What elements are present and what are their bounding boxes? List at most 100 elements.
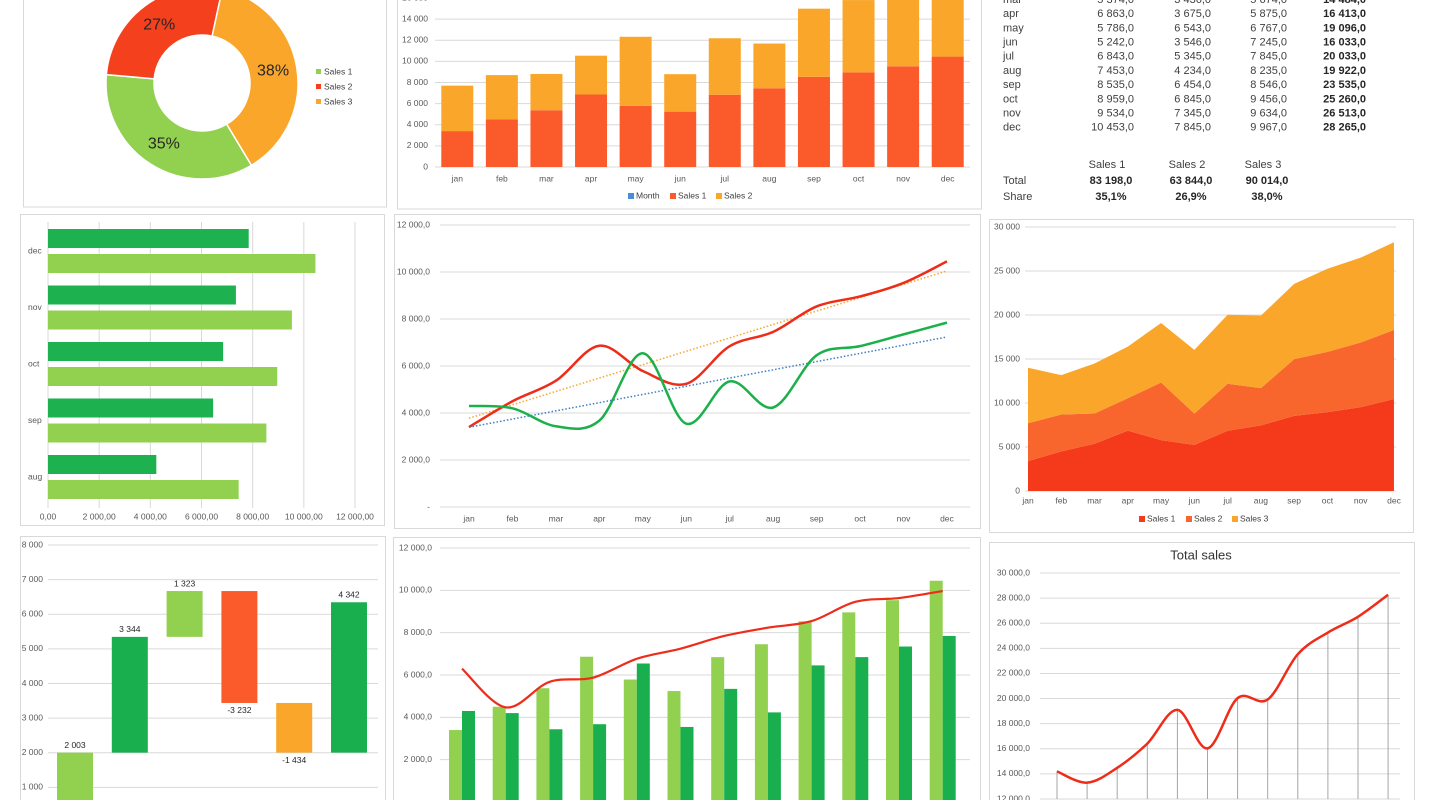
row-label: sep [1003,79,1021,91]
bar [754,644,768,800]
table-cell: 3 546,0 [1174,37,1211,49]
bar [753,88,786,167]
bar [166,591,203,637]
column-header: Sales 2 [1169,159,1206,171]
y-tick-label: 6 000 [407,98,429,108]
data-label: 27% [143,16,175,33]
legend-swatch [670,193,676,199]
legend-label: Sales 3 [1240,513,1269,523]
legend-label: Month [636,190,660,200]
bar [842,0,875,73]
legend-swatch [316,99,321,104]
table-cell: 7 345,0 [1174,108,1211,120]
y-tick-label: 4 000 [22,678,44,688]
table-cell: 5 374,0 [1097,0,1134,6]
bar [593,724,607,800]
y-tick-label: 8 000,0 [404,627,433,637]
x-tick-label: apr [1122,495,1134,505]
bar [842,612,856,800]
x-tick-label: 6 000,00 [185,511,218,521]
bar [505,713,519,800]
bar [580,656,594,800]
table-cell: 19 922,0 [1323,65,1366,77]
y-tick-label: 8 000,0 [402,313,431,323]
data-label: 1 323 [174,578,196,588]
y-tick-label: 20 000 [994,309,1020,319]
table-cell: 8 235,0 [1250,65,1287,77]
bar [708,94,741,167]
legend-label: Sales 1 [1147,513,1176,523]
bar [711,657,725,800]
legend-label: Sales 3 [324,96,353,106]
y-tick-label: 4 000 [407,119,429,129]
bar [111,636,148,753]
y-tick-label: 8 000 [22,539,44,549]
data-label: 4 342 [338,590,360,600]
bar [48,398,214,418]
bar [899,646,912,800]
summary-cell: 38,0% [1251,191,1282,203]
table-cell: 20 033,0 [1323,51,1366,63]
y-tick-label: 4 000,0 [402,407,431,417]
line [461,589,943,709]
table-cell: 14 484,0 [1323,0,1366,6]
data-label: 2 003 [64,740,86,750]
data-label: -3 232 [227,705,251,715]
x-tick-label: nov [896,173,910,183]
column-header: Sales 1 [1089,159,1126,171]
bar [664,111,697,167]
y-tick-label: 6 000,0 [404,669,433,679]
table-cell: 9 456,0 [1250,93,1287,105]
bar [842,72,875,167]
bar [623,679,637,800]
legend-swatch [716,193,722,199]
x-tick-label: sep [810,513,824,523]
bar [855,657,869,800]
data-label: 35% [148,135,180,152]
row-label: may [1003,22,1024,34]
table-cell: 8 959,0 [1097,93,1134,105]
y-tick-label: 10 000,0 [397,266,430,276]
bar [753,43,786,89]
legend-swatch [1232,516,1238,522]
x-tick-label: apr [593,513,605,523]
y-tick-label: 3 000 [22,712,44,722]
bar [619,105,652,167]
row-label: apr [1003,8,1019,20]
bar [485,75,518,120]
y-tick-label: 2 000 [22,747,44,757]
row-label: mar [1003,0,1022,6]
panel [989,542,1415,800]
x-tick-label: sep [1287,495,1301,505]
table-cell: 8 535,0 [1097,79,1134,91]
row-label: jun [1002,37,1018,49]
y-tick-label: 4 000,0 [404,712,433,722]
y-tick-label: 16 000 [402,0,428,2]
x-tick-label: nov [897,513,911,523]
data-label: -1 434 [282,755,306,765]
x-tick-label: may [635,513,652,523]
y-tick-label: 22 000,0 [997,668,1030,678]
x-tick-label: jun [674,173,687,183]
table-cell: 6 845,0 [1174,93,1211,105]
y-tick-label: sep [28,415,42,425]
x-tick-label: nov [1354,495,1368,505]
summary-cell: 26,9% [1175,191,1206,203]
legend-swatch [1186,516,1192,522]
x-tick-label: jan [451,173,464,183]
x-tick-label: oct [1322,495,1334,505]
row-label: dec [1003,122,1021,134]
x-tick-label: mar [549,513,564,523]
bar [708,38,741,95]
bar [48,423,267,443]
y-tick-label: 12 000 [402,35,428,45]
table-cell: 8 546,0 [1250,79,1287,91]
summary-cell: 90 014,0 [1246,175,1289,187]
bar [221,591,258,703]
summary-cell: 83 198,0 [1090,175,1133,187]
y-tick-label: 18 000,0 [997,718,1030,728]
table-cell: 5 875,0 [1250,8,1287,20]
legend-label: Sales 2 [324,81,353,91]
x-tick-label: sep [807,173,821,183]
